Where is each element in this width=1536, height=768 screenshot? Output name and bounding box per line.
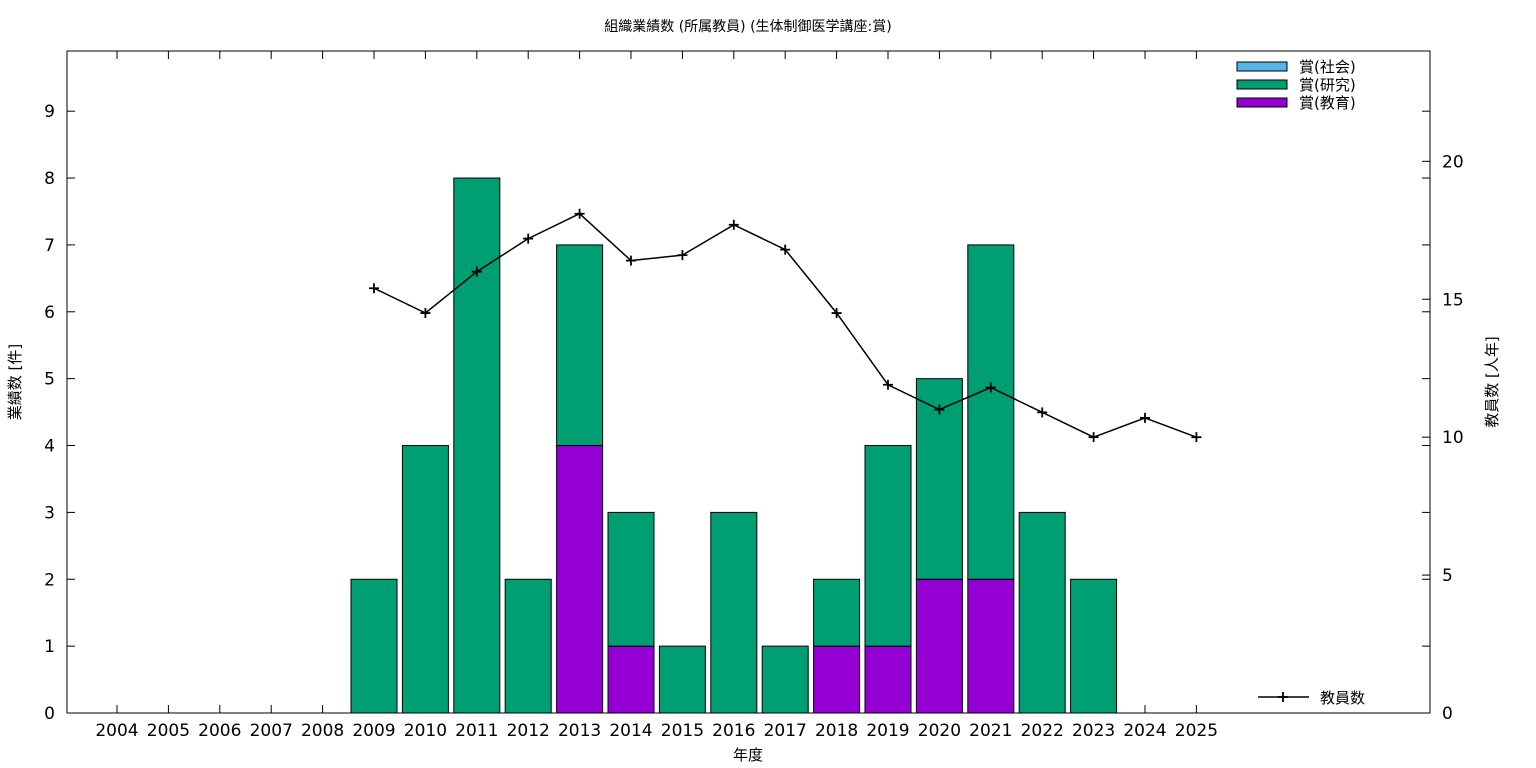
line-legend-label: 教員数 xyxy=(1320,689,1365,707)
y-tick-label: 1 xyxy=(44,637,55,657)
legend-label: 賞(教育) xyxy=(1299,94,1356,112)
bar-2012-賞(研究) xyxy=(504,578,552,714)
line-point-marker xyxy=(574,208,585,219)
x-axis-label: 年度 xyxy=(733,746,763,764)
x-tick-label: 2006 xyxy=(198,721,241,741)
bar-2018-賞(教育) xyxy=(813,645,861,714)
y-tick-label: 2 xyxy=(44,570,55,590)
x-tick-label: 2010 xyxy=(404,721,447,741)
chart-title: 組織業績数 (所属教員) (生体制御医学講座:賞) xyxy=(604,19,891,35)
x-tick-label: 2008 xyxy=(301,721,344,741)
y2-tick-label: 0 xyxy=(1442,704,1453,724)
line-point-marker xyxy=(626,255,636,266)
line-point-marker xyxy=(728,219,739,230)
x-tick-label: 2020 xyxy=(918,721,961,741)
x-tick-label: 2005 xyxy=(147,721,190,741)
y-tick-label: 6 xyxy=(44,303,55,323)
legend-swatch-賞(研究) xyxy=(1236,79,1288,90)
x-tick-label: 2022 xyxy=(1021,721,1064,741)
bar-2018-賞(研究) xyxy=(813,578,861,647)
bar-2023-賞(研究) xyxy=(1070,578,1118,714)
x-tick-label: 2024 xyxy=(1123,721,1166,741)
line-point-marker xyxy=(369,283,379,294)
x-tick-label: 2014 xyxy=(609,721,652,741)
x-tick-label: 2017 xyxy=(764,721,807,741)
bar-2013-賞(研究) xyxy=(556,244,604,447)
line-point-marker xyxy=(523,233,534,244)
bar-2009-賞(研究) xyxy=(350,578,398,714)
y2-axis-label: 教員数 [人年] xyxy=(1483,336,1501,427)
line-point-marker xyxy=(677,250,688,261)
line-point-marker xyxy=(1191,432,1202,443)
y-tick-label: 0 xyxy=(44,704,55,724)
line-legend: 教員数 xyxy=(1258,689,1365,707)
bars xyxy=(350,177,1118,714)
x-tick-label: 2015 xyxy=(661,721,704,741)
line-legend-marker xyxy=(1278,692,1288,702)
y2-tick-label: 15 xyxy=(1442,290,1464,310)
x-tick-label: 2011 xyxy=(455,721,498,741)
line-point-marker xyxy=(831,308,842,319)
line-point-marker xyxy=(471,266,482,277)
bar-2020-賞(教育) xyxy=(915,578,963,714)
bar-2019-賞(研究) xyxy=(864,445,912,647)
bar-2014-賞(研究) xyxy=(607,511,655,647)
y-tick-label: 7 xyxy=(44,236,55,256)
x-tick-label: 2012 xyxy=(507,721,550,741)
bar-2013-賞(教育) xyxy=(556,445,604,714)
x-tick-label: 2004 xyxy=(95,721,138,741)
x-tick-label: 2018 xyxy=(815,721,858,741)
y-tick-label: 5 xyxy=(44,370,55,390)
line-point-marker xyxy=(780,244,791,255)
line-point-marker xyxy=(883,379,893,390)
legend-swatch-賞(教育) xyxy=(1236,97,1288,108)
y-tick-label: 3 xyxy=(44,503,55,523)
x-tick-label: 2023 xyxy=(1072,721,1115,741)
y-tick-label: 8 xyxy=(44,169,55,189)
line-point-marker xyxy=(1037,407,1048,418)
x-tick-labels: 2004 2005 2006 2007 2008 2009 2010 2011 2012 2013… xyxy=(95,721,1218,741)
legend-label: 賞(社会) xyxy=(1299,58,1356,76)
legend-label: 賞(研究) xyxy=(1299,76,1356,94)
y-tick-label: 4 xyxy=(44,437,55,457)
x-tick-label: 2021 xyxy=(969,721,1012,741)
bar-2021-賞(教育) xyxy=(967,578,1015,714)
bar-2016-賞(研究) xyxy=(710,511,758,714)
line-point-marker xyxy=(985,382,996,393)
x-tick-label: 2025 xyxy=(1175,721,1218,741)
y-axis-label: 業績数 [件] xyxy=(6,344,24,420)
x-tick-label: 2016 xyxy=(712,721,755,741)
bar-2010-賞(研究) xyxy=(401,445,449,714)
y-tick-label: 9 xyxy=(44,102,55,122)
bar-2022-賞(研究) xyxy=(1018,511,1066,714)
legend: 賞(社会)賞(研究)賞(教育) xyxy=(1236,58,1356,112)
line-point-marker xyxy=(1140,412,1150,423)
y2-tick-label: 20 xyxy=(1442,152,1464,172)
y-tick-labels: 0 1 2 3 4 5 6 7 8 9 xyxy=(44,102,55,724)
x-tick-label: 2013 xyxy=(558,721,601,741)
bar-2011-賞(研究) xyxy=(453,177,501,714)
bar-2019-賞(教育) xyxy=(864,645,912,714)
line-series xyxy=(369,208,1202,443)
y2-tick-labels: 0 5 10 15 20 xyxy=(1442,152,1464,724)
bar-2015-賞(研究) xyxy=(658,645,706,714)
x-tick-label: 2009 xyxy=(352,721,395,741)
legend-swatch-賞(社会) xyxy=(1236,61,1288,72)
x-tick-label: 2019 xyxy=(866,721,909,741)
line-point-marker xyxy=(1088,432,1099,443)
line-point-marker xyxy=(420,308,431,319)
bar-2021-賞(研究) xyxy=(967,244,1015,580)
x-tick-label: 2007 xyxy=(250,721,293,741)
plot-frame xyxy=(66,50,1431,714)
y2-tick-label: 5 xyxy=(1442,566,1453,586)
bar-2014-賞(教育) xyxy=(607,645,655,714)
line-point-marker xyxy=(934,404,945,415)
bar-2017-賞(研究) xyxy=(761,645,809,714)
y2-tick-label: 10 xyxy=(1442,428,1464,448)
